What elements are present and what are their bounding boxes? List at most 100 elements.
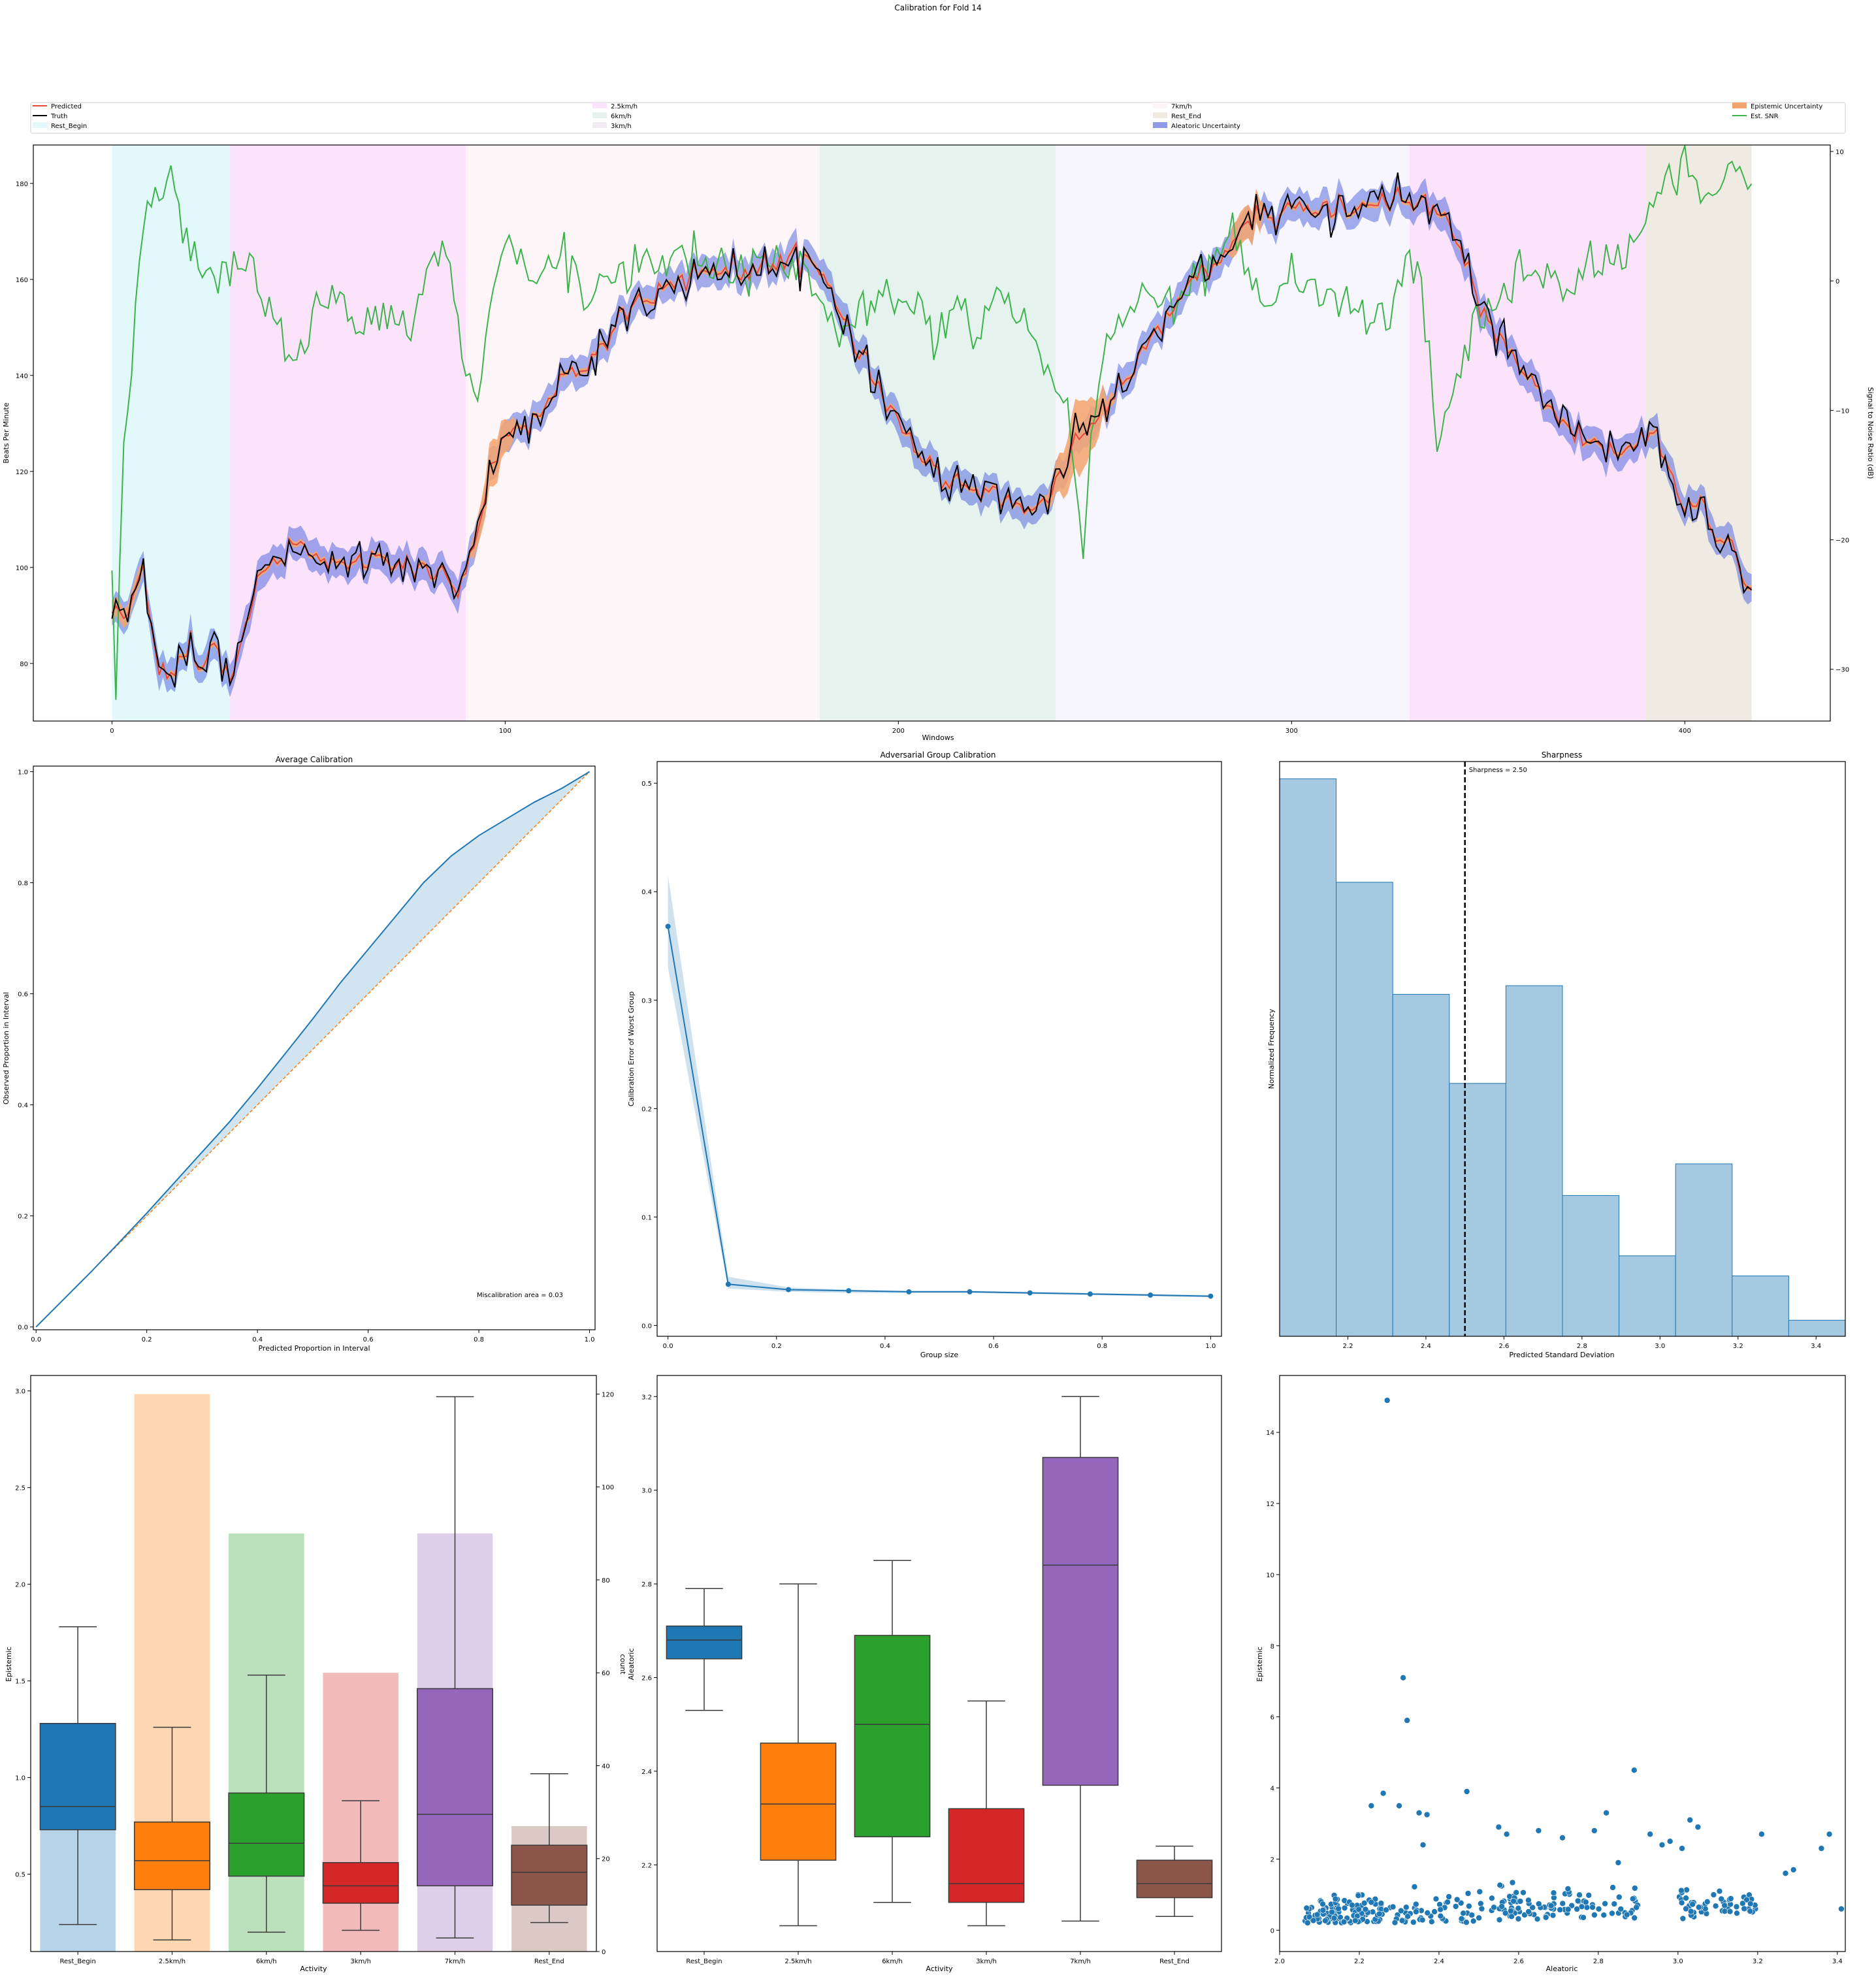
scatter-point <box>1437 1906 1444 1913</box>
scatter-point <box>1460 1910 1466 1917</box>
scatter-point <box>1419 1916 1426 1923</box>
scatter-point <box>1502 1910 1509 1916</box>
scatter-point <box>1322 1918 1329 1924</box>
scatter-point <box>1818 1845 1825 1852</box>
tick-label: 1.0 <box>1205 1343 1216 1350</box>
scatter-point <box>1716 1888 1723 1895</box>
timeseries-ylabel: Beats Per Minute <box>2 402 10 463</box>
scatter-point <box>1633 1904 1640 1911</box>
tick-label: −20 <box>1836 538 1849 545</box>
tick-label: 0.2 <box>641 1106 652 1113</box>
tick-label: 0.0 <box>31 1336 41 1343</box>
scatter-point <box>1559 1835 1566 1841</box>
histogram-bar <box>1392 993 1450 1337</box>
tick-label: 12 <box>1266 1501 1274 1508</box>
tick-label: 1.0 <box>15 1775 25 1782</box>
scatter-point <box>1411 1884 1418 1890</box>
scatter-point <box>1727 1895 1734 1902</box>
legend-item: 7km/h <box>1153 103 1192 110</box>
tick-label: 2.2 <box>641 1862 652 1869</box>
tick-label: 0 <box>602 1949 606 1956</box>
tick-label: 0.2 <box>18 1214 28 1221</box>
tick-label: 80 <box>602 1577 610 1584</box>
scatter-point <box>1838 1905 1845 1912</box>
aleatoric-xlabel: Activity <box>926 1965 953 1973</box>
scatter-point <box>1743 1897 1750 1903</box>
truth-line <box>111 172 1753 688</box>
tick-label: 2.5 <box>15 1485 25 1492</box>
scatter-point <box>1535 1827 1542 1834</box>
legend-label: Est. SNR <box>1751 113 1779 120</box>
scatter-point <box>1696 1904 1702 1910</box>
legend-label: Aleatoric Uncertainty <box>1171 123 1240 130</box>
tick-label: 1.0 <box>18 769 28 777</box>
tick-label: 100 <box>16 565 28 572</box>
scatter-point <box>1495 1824 1502 1831</box>
scatter-point <box>1534 1916 1541 1923</box>
scatter-point <box>1515 1916 1522 1922</box>
phase-span <box>1409 145 1646 721</box>
tick-label: 3.0 <box>15 1389 25 1396</box>
avg-calib-xlabel: Predicted Proportion in Interval <box>258 1344 370 1353</box>
tick-label: 1.0 <box>585 1336 595 1343</box>
tick-label: 10 <box>1266 1572 1274 1579</box>
tick-label: 120 <box>602 1391 614 1398</box>
scatter-point <box>1529 1904 1536 1911</box>
scatter-point <box>1413 1908 1419 1915</box>
scatter-point <box>1410 1919 1417 1925</box>
scatter-point <box>1391 1919 1399 1926</box>
scatter-point <box>1616 1893 1623 1901</box>
tick-label: 0.0 <box>18 1325 28 1332</box>
scatter-point <box>1549 1912 1557 1919</box>
scatter-point <box>1368 1899 1375 1906</box>
scatter-point <box>1712 1903 1719 1910</box>
box <box>854 1560 931 1903</box>
tick-label: 6 <box>1270 1714 1274 1722</box>
scatter-point <box>1452 1903 1459 1910</box>
scatter-point <box>1687 1908 1694 1915</box>
histogram-bar <box>1336 882 1393 1337</box>
tick-label: 8 <box>1270 1643 1274 1650</box>
aleatoric-ylabel: Aleatoric <box>627 1648 636 1680</box>
scatter-point <box>1355 1892 1362 1899</box>
scatter-point <box>1424 1910 1431 1916</box>
tick-label: 20 <box>602 1856 610 1863</box>
tick-label: 0.8 <box>18 880 28 888</box>
tick-label: 3.0 <box>1655 1343 1665 1350</box>
scatter-point <box>1826 1831 1833 1838</box>
scatter-point <box>1568 1902 1575 1909</box>
scatter-point <box>1574 1897 1581 1905</box>
tick-label: 2.0 <box>15 1582 25 1589</box>
tick-label: 0.2 <box>142 1336 152 1343</box>
tick-label: 200 <box>892 728 905 735</box>
tick-label: 7km/h <box>445 1958 466 1965</box>
tick-label: −10 <box>1836 408 1849 415</box>
legend-item: 6km/h <box>592 112 632 120</box>
tick-label: 2.8 <box>1577 1343 1587 1350</box>
epistemic-xlabel: Activity <box>300 1965 327 1973</box>
tick-label: 2.0 <box>1274 1958 1285 1965</box>
scatter-point <box>1303 1905 1310 1912</box>
scatter-point <box>1463 1788 1470 1795</box>
scatter-point <box>1389 1903 1397 1910</box>
adv-calib-band <box>668 875 1211 1298</box>
scatter-point <box>1513 1889 1519 1896</box>
tick-label: 100 <box>602 1485 614 1492</box>
scatter-point <box>1378 1900 1385 1906</box>
scatter-point <box>1463 1919 1470 1926</box>
scatter-point <box>1444 1899 1451 1905</box>
scatter-point <box>1658 1841 1666 1848</box>
tick-label: 2 <box>1270 1856 1274 1863</box>
tick-label: 80 <box>20 661 28 668</box>
scatter-point <box>1431 1908 1438 1915</box>
histogram-bar <box>1675 1163 1733 1337</box>
scatter-point <box>1679 1845 1685 1852</box>
tick-label: 140 <box>16 373 28 380</box>
scatter-point <box>1335 1905 1342 1912</box>
box <box>666 1588 743 1711</box>
avg-calib-ylabel: Observed Proportion in Interval <box>2 992 10 1104</box>
box <box>417 1396 493 1939</box>
scatter-point <box>1741 1905 1747 1912</box>
legend-item: Rest_Begin <box>33 122 87 130</box>
adv-calib-point <box>967 1289 973 1294</box>
